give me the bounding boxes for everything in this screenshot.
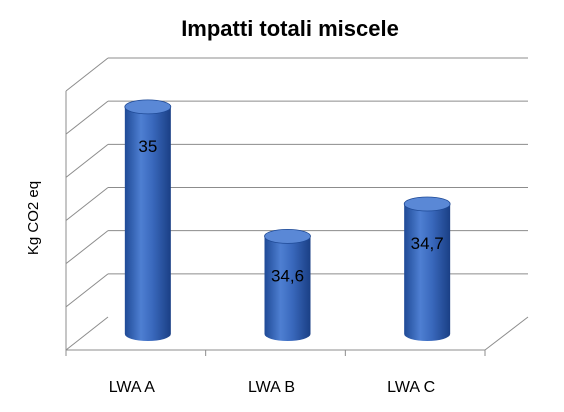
data-label: 34,6 [271,266,304,285]
data-labels: 35 34,6 34,7 [138,137,443,286]
bar [264,228,311,341]
bar-body [264,236,311,341]
wall-diagonal [65,316,109,351]
wall-diagonal [65,187,109,221]
category-labels: LWA A LWA B LWA C [109,379,435,396]
wall-diagonal [65,100,109,135]
bar-body [404,204,451,341]
wall-diagonal [65,143,109,178]
bar-top [403,196,451,212]
bar-body [124,106,171,341]
wall-diagonal [65,230,109,265]
wall-diagonal [65,57,109,92]
category-label: LWA B [248,379,295,396]
data-label: 35 [138,137,157,156]
bar [403,196,451,341]
chart-title: Impatti totali miscele [181,16,399,41]
bar [124,99,172,341]
category-label: LWA C [387,379,435,396]
y-axis-label: Kg CO2 eq [25,181,42,255]
bar-top [264,228,311,244]
data-label: 34,7 [411,234,444,253]
wall-diagonal [65,273,109,308]
gridlines [65,57,529,356]
bar-top [124,99,172,115]
floor-right-edge [484,316,529,351]
bars [124,99,451,341]
category-label: LWA A [109,379,156,396]
